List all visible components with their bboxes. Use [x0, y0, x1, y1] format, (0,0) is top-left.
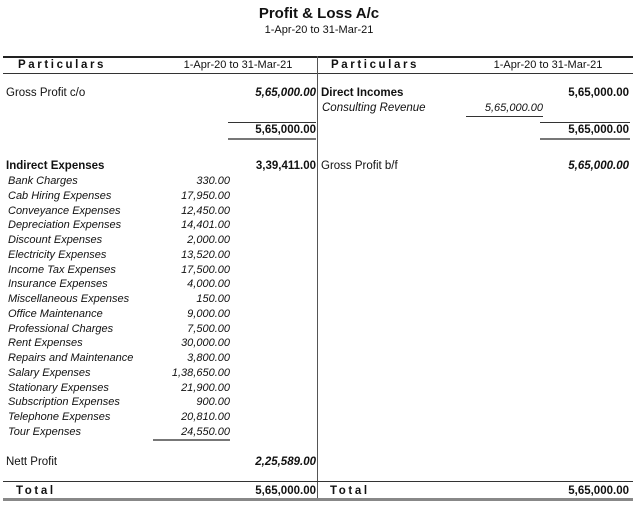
expense-item-amount: 17,950.00 — [181, 189, 230, 202]
expense-item-label: Repairs and Maintenance — [8, 352, 134, 364]
header-left-particulars: Particulars — [18, 59, 107, 71]
consulting-revenue-label: Consulting Revenue — [322, 102, 426, 114]
nett-profit-amount: 2,25,589.00 — [255, 456, 316, 468]
header-divider — [3, 73, 633, 74]
right-subtotal: 5,65,000.00 — [568, 124, 629, 136]
expense-item-amount: 30,000.00 — [181, 337, 230, 350]
expense-item-label: Discount Expenses — [8, 234, 103, 246]
expense-item-label: Rent Expenses — [8, 337, 83, 350]
nett-profit-label: Nett Profit — [6, 456, 58, 468]
expense-item-amount: 150.00 — [196, 293, 230, 305]
expense-item-amount: 900.00 — [196, 396, 230, 409]
expense-item-amount: 3,800.00 — [187, 352, 230, 364]
expense-item-label: Telephone Expenses — [8, 411, 111, 423]
gross-profit-co-amount: 5,65,000.00 — [255, 87, 316, 99]
total-bottom-rule — [3, 498, 633, 501]
table-top-border — [3, 56, 633, 58]
subtotal-rule — [228, 122, 316, 123]
expense-item-amount: 21,900.00 — [181, 381, 230, 394]
expense-item-label: Income Tax Expenses — [8, 263, 116, 276]
expense-item-amount: 4,000.00 — [187, 278, 230, 291]
expense-item-label: Bank Charges — [8, 175, 78, 187]
left-total-label: Total — [16, 485, 56, 497]
expense-item-label: Salary Expenses — [8, 366, 91, 379]
indirect-expenses-label: Indirect Expenses — [6, 160, 105, 172]
subtotal-double-rule — [228, 138, 316, 140]
expense-item-label: Miscellaneous Expenses — [8, 293, 130, 305]
items-underline — [153, 439, 230, 441]
expense-item-label: Electricity Expenses — [8, 248, 107, 261]
expense-item-amount: 1,38,650.00 — [171, 366, 230, 379]
header-left-period: 1-Apr-20 to 31-Mar-21 — [183, 59, 293, 71]
expense-item-label: Depreciation Expenses — [8, 219, 122, 232]
report-period: 1-Apr-20 to 31-Mar-21 — [264, 24, 374, 36]
right-subtotal-rule — [540, 122, 630, 123]
consulting-revenue-amount: 5,65,000.00 — [484, 102, 543, 114]
gross-profit-co-label: Gross Profit c/o — [6, 87, 86, 99]
gross-profit-bf-label: Gross Profit b/f — [321, 160, 398, 172]
expense-item-label: Cab Hiring Expenses — [8, 189, 112, 202]
right-subtotal-double-rule — [540, 138, 630, 140]
indirect-expenses-amount: 3,39,411.00 — [255, 160, 316, 172]
report-title: Profit & Loss A/c — [258, 5, 380, 22]
gross-profit-bf-amount: 5,65,000.00 — [568, 160, 629, 172]
expense-item-label: Stationary Expenses — [8, 381, 109, 394]
right-total-label: Total — [330, 485, 370, 497]
header-right-particulars: Particulars — [331, 59, 420, 71]
expense-item-amount: 20,810.00 — [181, 411, 230, 423]
expense-item-amount: 24,550.00 — [181, 425, 230, 438]
consulting-underline — [466, 116, 543, 117]
expense-item-amount: 17,500.00 — [181, 263, 230, 276]
right-total-amount: 5,65,000.00 — [568, 485, 629, 497]
direct-incomes-amount: 5,65,000.00 — [568, 87, 629, 99]
expense-item-label: Professional Charges — [8, 322, 114, 335]
column-divider — [317, 56, 318, 500]
total-top-rule — [3, 481, 633, 482]
expense-item-amount: 9,000.00 — [187, 307, 230, 320]
expense-item-label: Conveyance Expenses — [8, 204, 121, 217]
direct-incomes-label: Direct Incomes — [321, 87, 404, 99]
expense-item-label: Tour Expenses — [8, 425, 81, 438]
expense-item-amount: 13,520.00 — [181, 248, 230, 261]
expense-item-amount: 12,450.00 — [181, 204, 230, 217]
left-total-amount: 5,65,000.00 — [255, 485, 316, 497]
expense-item-amount: 7,500.00 — [187, 322, 230, 335]
expense-item-label: Insurance Expenses — [8, 278, 108, 291]
expense-item-amount: 14,401.00 — [181, 219, 230, 232]
expense-item-label: Subscription Expenses — [8, 396, 120, 409]
header-right-period: 1-Apr-20 to 31-Mar-21 — [493, 59, 603, 71]
left-subtotal: 5,65,000.00 — [255, 124, 316, 136]
expense-item-amount: 330.00 — [196, 175, 230, 187]
expense-item-amount: 2,000.00 — [187, 234, 230, 246]
expense-item-label: Office Maintenance — [8, 307, 103, 320]
